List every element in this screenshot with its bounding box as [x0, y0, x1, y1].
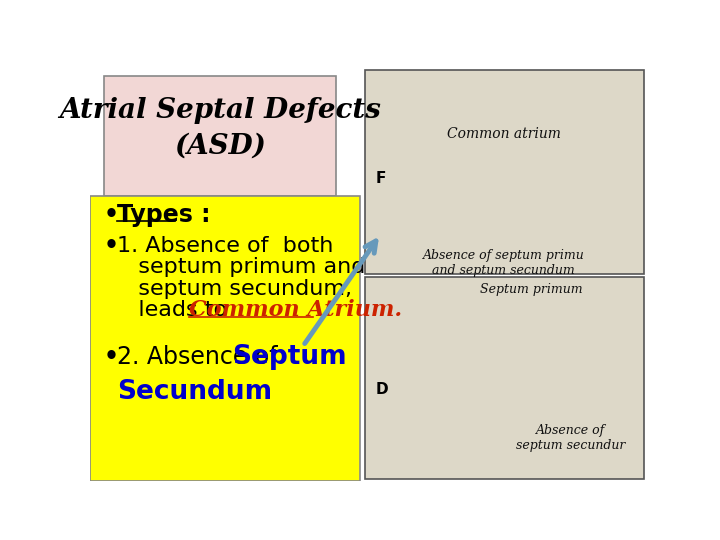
Text: •: •	[104, 234, 119, 258]
Text: leads to: leads to	[117, 300, 235, 320]
Text: (ASD): (ASD)	[174, 132, 266, 159]
FancyBboxPatch shape	[90, 195, 360, 481]
FancyBboxPatch shape	[104, 76, 336, 195]
Text: Atrial Septal Defects: Atrial Septal Defects	[59, 98, 381, 125]
Text: •: •	[104, 203, 119, 227]
Text: Septum primum: Septum primum	[480, 283, 583, 296]
Text: septum primum and: septum primum and	[117, 258, 366, 278]
Text: Common atrium: Common atrium	[447, 127, 561, 141]
Text: Absence of
septum secundur: Absence of septum secundur	[516, 424, 625, 453]
Text: D: D	[375, 382, 388, 397]
Text: 2. Absence of: 2. Absence of	[117, 346, 285, 369]
Text: Secundum: Secundum	[117, 379, 272, 405]
Text: Absence of septum primu
and septum secundum: Absence of septum primu and septum secun…	[423, 249, 585, 278]
Text: F: F	[375, 171, 386, 186]
Text: Common Atrium.: Common Atrium.	[189, 299, 402, 321]
Text: septum secundum,: septum secundum,	[117, 279, 352, 299]
Text: Septum: Septum	[232, 345, 346, 370]
FancyBboxPatch shape	[365, 278, 644, 479]
Text: Types :: Types :	[117, 203, 211, 227]
Text: •: •	[104, 346, 119, 369]
FancyBboxPatch shape	[365, 70, 644, 274]
Text: 1. Absence of  both: 1. Absence of both	[117, 236, 333, 256]
